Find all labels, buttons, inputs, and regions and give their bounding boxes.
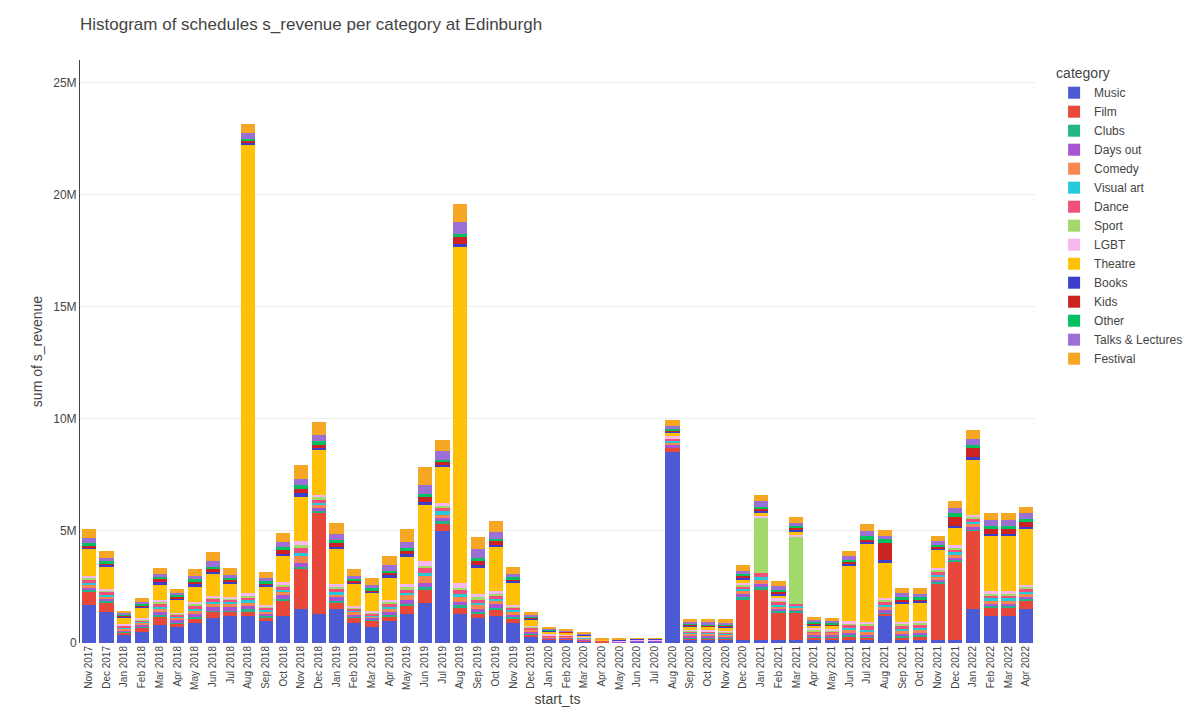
svg-text:Jul 2021: Jul 2021 [861,646,872,684]
svg-text:Nov 2021: Nov 2021 [932,646,943,689]
svg-text:Dec 2017: Dec 2017 [101,646,112,689]
svg-text:Oct 2018: Oct 2018 [278,646,289,687]
svg-text:May 2020: May 2020 [614,646,625,690]
svg-text:Mar 2018: Mar 2018 [154,646,165,689]
svg-text:Jun 2018: Jun 2018 [207,646,218,688]
svg-text:Dance: Dance [1094,200,1129,214]
svg-text:Talks & Lectures: Talks & Lectures [1094,333,1182,347]
svg-text:Feb 2022: Feb 2022 [985,646,996,689]
svg-text:Jan 2022: Jan 2022 [967,646,978,688]
svg-text:Sep 2019: Sep 2019 [472,646,483,689]
svg-text:Clubs: Clubs [1094,124,1125,138]
svg-text:Aug 2018: Aug 2018 [242,646,253,689]
svg-text:Theatre: Theatre [1094,257,1136,271]
svg-text:20M: 20M [53,188,76,202]
svg-text:Apr 2020: Apr 2020 [596,646,607,687]
svg-text:category: category [1056,65,1110,81]
svg-text:Music: Music [1094,86,1125,100]
svg-text:start_ts: start_ts [535,691,581,707]
svg-text:Nov 2019: Nov 2019 [508,646,519,689]
svg-text:LGBT: LGBT [1094,238,1126,252]
svg-text:Dec 2021: Dec 2021 [950,646,961,689]
svg-text:Sep 2018: Sep 2018 [260,646,271,689]
svg-text:Jan 2018: Jan 2018 [118,646,129,688]
svg-text:10M: 10M [53,412,76,426]
svg-text:Apr 2021: Apr 2021 [808,646,819,687]
svg-text:May 2021: May 2021 [826,646,837,690]
svg-text:Dec 2020: Dec 2020 [737,646,748,689]
svg-text:Nov 2018: Nov 2018 [295,646,306,689]
svg-text:Feb 2020: Feb 2020 [561,646,572,689]
svg-text:Feb 2018: Feb 2018 [136,646,147,689]
svg-text:Dec 2019: Dec 2019 [525,646,536,689]
svg-text:Comedy: Comedy [1094,162,1139,176]
svg-text:Nov 2020: Nov 2020 [720,646,731,689]
svg-text:Apr 2022: Apr 2022 [1020,646,1031,687]
svg-text:May 2019: May 2019 [401,646,412,690]
svg-text:Aug 2020: Aug 2020 [667,646,678,689]
svg-text:Kids: Kids [1094,295,1117,309]
svg-text:5M: 5M [60,524,77,538]
svg-text:15M: 15M [53,300,76,314]
svg-text:Oct 2019: Oct 2019 [490,646,501,687]
svg-text:sum of s_revenue: sum of s_revenue [29,296,45,407]
svg-text:Aug 2019: Aug 2019 [454,646,465,689]
svg-text:Visual art: Visual art [1094,181,1144,195]
svg-text:Jul 2019: Jul 2019 [437,646,448,684]
svg-text:0: 0 [70,636,77,650]
svg-text:Feb 2019: Feb 2019 [348,646,359,689]
svg-text:Jul 2018: Jul 2018 [225,646,236,684]
svg-text:25M: 25M [53,76,76,90]
svg-text:Mar 2020: Mar 2020 [578,646,589,689]
svg-text:Aug 2021: Aug 2021 [879,646,890,689]
svg-text:Apr 2018: Apr 2018 [172,646,183,687]
svg-text:Apr 2019: Apr 2019 [384,646,395,687]
svg-text:Jun 2021: Jun 2021 [844,646,855,688]
svg-text:Jul 2020: Jul 2020 [649,646,660,684]
svg-text:Oct 2021: Oct 2021 [914,646,925,687]
svg-text:Feb 2021: Feb 2021 [773,646,784,689]
svg-text:Mar 2022: Mar 2022 [1003,646,1014,689]
svg-text:Nov 2017: Nov 2017 [83,646,94,689]
svg-text:Jan 2020: Jan 2020 [543,646,554,688]
svg-text:Mar 2021: Mar 2021 [791,646,802,689]
svg-text:Jan 2019: Jan 2019 [331,646,342,688]
svg-text:Jan 2021: Jan 2021 [755,646,766,688]
svg-text:May 2018: May 2018 [189,646,200,690]
svg-text:Books: Books [1094,276,1127,290]
svg-text:Film: Film [1094,105,1117,119]
svg-text:Jun 2019: Jun 2019 [419,646,430,688]
svg-text:Histogram of schedules s_reven: Histogram of schedules s_revenue per cat… [80,15,542,34]
svg-text:Sport: Sport [1094,219,1123,233]
svg-text:Sep 2020: Sep 2020 [684,646,695,689]
svg-text:Other: Other [1094,314,1124,328]
svg-text:Days out: Days out [1094,143,1142,157]
svg-text:Oct 2020: Oct 2020 [702,646,713,687]
svg-text:Dec 2018: Dec 2018 [313,646,324,689]
svg-text:Jun 2020: Jun 2020 [631,646,642,688]
svg-text:Sep 2021: Sep 2021 [897,646,908,689]
svg-text:Festival: Festival [1094,352,1135,366]
svg-text:Mar 2019: Mar 2019 [366,646,377,689]
